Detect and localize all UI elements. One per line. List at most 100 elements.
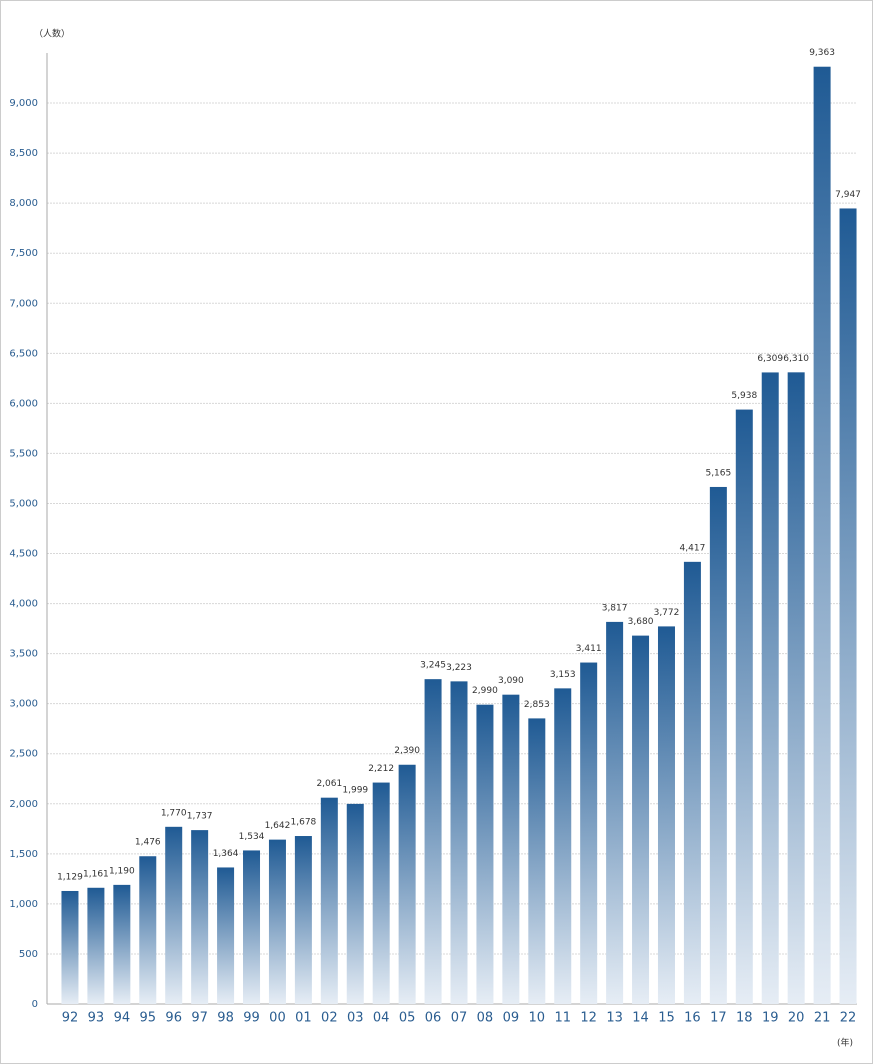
x-tick-label: 00 <box>269 1011 286 1026</box>
x-tick-label: 12 <box>580 1011 597 1026</box>
x-tick-label: 99 <box>243 1011 260 1026</box>
bar <box>839 208 857 1004</box>
bar <box>528 718 546 1004</box>
bar <box>554 688 572 1004</box>
y-tick-label: 6,000 <box>9 398 38 409</box>
bar <box>372 782 390 1004</box>
bar <box>424 679 442 1004</box>
x-tick-label: 07 <box>451 1011 468 1026</box>
x-tick-label: 08 <box>477 1011 494 1026</box>
bar <box>683 561 701 1004</box>
y-tick-label: 2,000 <box>9 799 38 810</box>
value-label: 6,309 <box>757 354 783 364</box>
bar <box>580 662 598 1004</box>
y-tick-label: 7,500 <box>9 248 38 259</box>
y-tick-label: 9,000 <box>9 98 38 109</box>
bar <box>398 764 416 1004</box>
value-label: 4,417 <box>680 543 706 553</box>
y-tick-label: 1,000 <box>9 899 38 910</box>
bar <box>61 890 79 1004</box>
x-tick-label: 19 <box>762 1011 779 1026</box>
x-tick-label: 92 <box>62 1011 79 1026</box>
bar <box>761 372 779 1004</box>
bar <box>450 681 468 1004</box>
value-label: 3,090 <box>498 676 524 686</box>
x-tick-label: 93 <box>88 1011 105 1026</box>
value-label: 9,363 <box>809 48 835 58</box>
value-label: 1,364 <box>213 849 239 859</box>
x-tick-label: 95 <box>140 1011 157 1026</box>
x-tick-label: 03 <box>347 1011 364 1026</box>
y-tick-label: 8,500 <box>9 148 38 159</box>
bar <box>502 694 520 1004</box>
value-label: 2,853 <box>524 700 550 710</box>
value-label: 2,990 <box>472 686 498 696</box>
x-tick-label: 94 <box>114 1011 131 1026</box>
value-label: 3,680 <box>628 617 654 627</box>
bar <box>139 856 157 1004</box>
x-tick-label: 02 <box>321 1011 338 1026</box>
value-label: 1,476 <box>135 838 161 848</box>
bar <box>476 704 494 1004</box>
value-label: 1,129 <box>57 872 83 882</box>
y-tick-label: 0 <box>32 999 38 1010</box>
value-label: 2,390 <box>394 746 420 756</box>
x-tick-label: 01 <box>295 1011 312 1026</box>
bar <box>294 836 312 1004</box>
value-label: 1,534 <box>239 832 265 842</box>
x-tick-label: 97 <box>191 1011 208 1026</box>
bar <box>87 887 105 1004</box>
x-tick-label: 11 <box>554 1011 571 1026</box>
bar <box>709 486 727 1005</box>
value-label: 2,212 <box>368 764 394 774</box>
bar <box>165 826 183 1004</box>
x-tick-label: 13 <box>606 1011 623 1026</box>
value-label: 5,165 <box>705 468 731 478</box>
y-tick-label: 6,500 <box>9 348 38 359</box>
x-tick-label: 10 <box>529 1011 546 1026</box>
value-label: 1,999 <box>342 785 368 795</box>
value-label: 2,061 <box>316 779 342 789</box>
y-tick-label: 5,500 <box>9 448 38 459</box>
x-tick-label: 14 <box>632 1011 649 1026</box>
value-label: 1,190 <box>109 866 135 876</box>
x-tick-label: 20 <box>788 1011 805 1026</box>
value-label: 1,770 <box>161 808 187 818</box>
value-label: 3,817 <box>602 603 628 613</box>
x-tick-label: 18 <box>736 1011 753 1026</box>
value-label: 3,245 <box>420 661 446 671</box>
x-unit: (年) <box>837 1037 853 1049</box>
x-tick-label: 17 <box>710 1011 727 1026</box>
bar <box>632 635 650 1004</box>
y-unit: （人数） <box>34 28 70 40</box>
y-tick-label: 3,500 <box>9 649 38 660</box>
x-tick-label: 15 <box>658 1011 675 1026</box>
bar <box>243 850 261 1004</box>
value-label: 1,737 <box>187 812 213 822</box>
value-label: 1,678 <box>291 818 317 828</box>
value-label: 3,223 <box>446 663 472 673</box>
value-label: 3,772 <box>654 608 680 618</box>
x-tick-label: 04 <box>373 1011 390 1026</box>
x-tick-label: 16 <box>684 1011 701 1026</box>
bar <box>813 66 831 1005</box>
value-label: 6,310 <box>783 354 809 364</box>
y-tick-label: 2,500 <box>9 749 38 760</box>
bar <box>113 884 131 1004</box>
bar <box>346 803 364 1004</box>
bar <box>217 867 235 1004</box>
x-tick-label: 21 <box>814 1011 831 1026</box>
value-label: 3,411 <box>576 644 602 654</box>
bar <box>268 839 286 1004</box>
bar <box>191 830 209 1004</box>
x-tick-label: 06 <box>425 1011 442 1026</box>
value-label: 3,153 <box>550 670 576 680</box>
value-label: 5,938 <box>731 391 757 401</box>
bar <box>320 797 338 1004</box>
x-tick-label: 22 <box>840 1011 857 1026</box>
y-tick-label: 8,000 <box>9 198 38 209</box>
value-label: 7,947 <box>835 190 861 200</box>
bar <box>735 409 753 1004</box>
x-tick-label: 05 <box>399 1011 416 1026</box>
